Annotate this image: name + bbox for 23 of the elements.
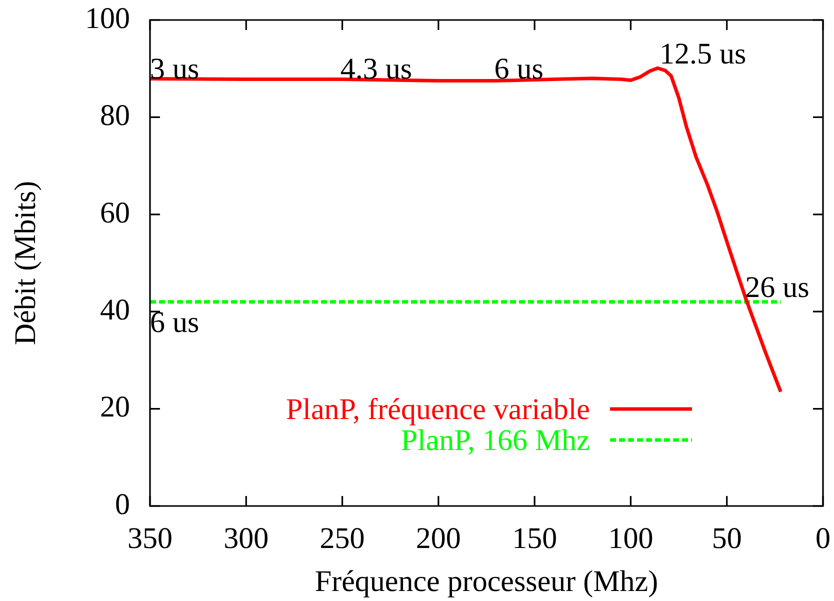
y-tick-label: 20	[100, 390, 130, 424]
annotation: 12.5 us	[660, 38, 746, 71]
y-tick-label: 40	[100, 293, 130, 326]
x-tick-label: 100	[608, 522, 654, 555]
y-tick-label: 0	[115, 488, 130, 521]
annotation: 6 us	[494, 52, 544, 86]
legend-label: PlanP, fréquence variable	[286, 392, 590, 426]
y-tick-label: 100	[85, 2, 130, 35]
annotation: 6 us	[150, 306, 200, 340]
x-tick-label: 50	[712, 522, 742, 555]
x-tick-label: 250	[320, 522, 365, 555]
annotation: 4.3 us	[340, 52, 412, 86]
x-tick-label: 0	[816, 522, 830, 555]
x-tick-label: 300	[224, 522, 269, 555]
annotation: 26 us	[745, 271, 810, 304]
x-tick-label: 150	[512, 522, 558, 555]
y-tick-label: 60	[100, 196, 130, 230]
x-axis-title: Fréquence processeur (Mhz)	[314, 564, 658, 598]
x-tick-label: 350	[128, 522, 172, 555]
y-axis-title: Débit (Mbits)	[8, 180, 42, 346]
x-tick-label: 200	[416, 522, 461, 555]
y-tick-label: 80	[100, 99, 130, 132]
annotation: 3 us	[150, 52, 200, 86]
